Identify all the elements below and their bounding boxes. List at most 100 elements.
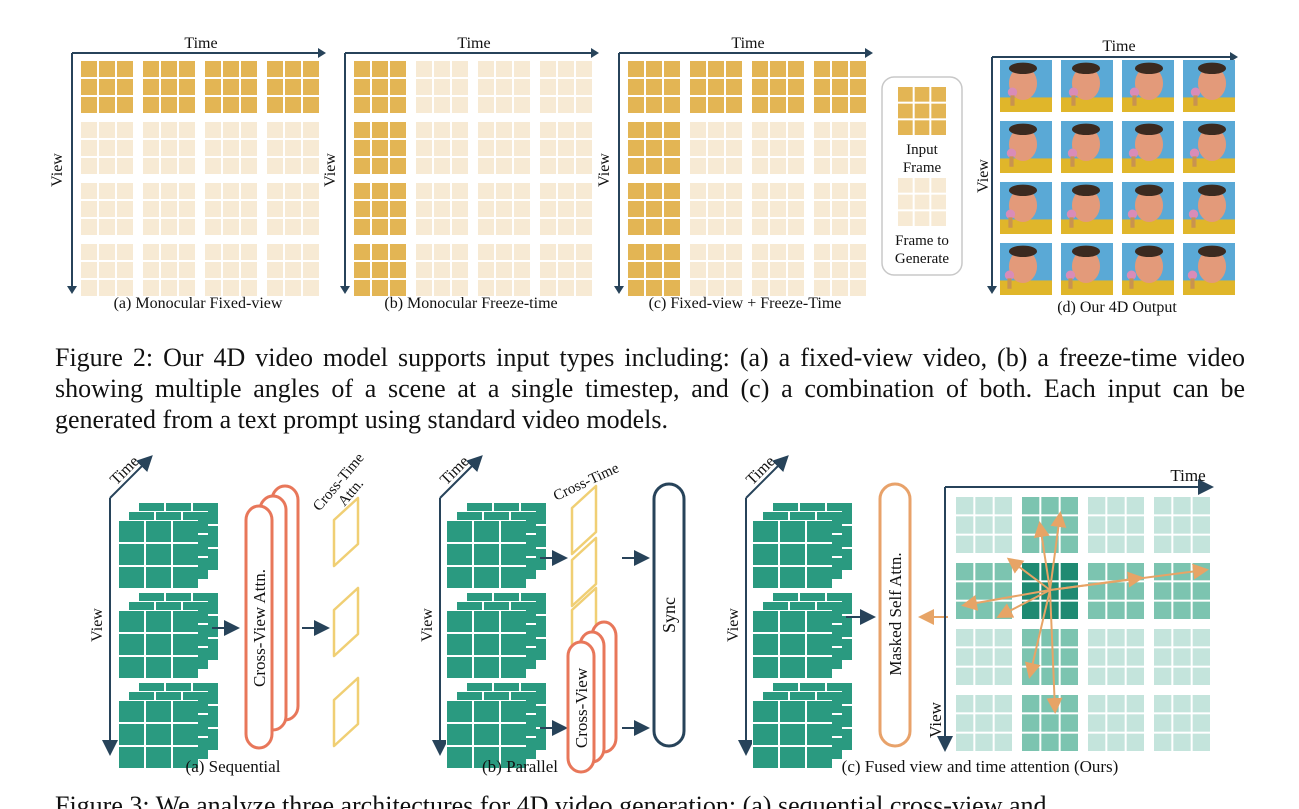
frame-cell bbox=[1192, 733, 1210, 751]
frame-cell bbox=[143, 97, 159, 113]
frame-cell bbox=[558, 122, 574, 138]
stack-cell bbox=[146, 701, 171, 722]
frame-stack bbox=[752, 682, 852, 768]
frame-cell bbox=[646, 244, 662, 260]
frame-cell bbox=[496, 158, 512, 174]
frame-block bbox=[354, 61, 406, 113]
frame-cell bbox=[1041, 497, 1059, 515]
frame-stack bbox=[446, 592, 546, 678]
frame-cell bbox=[994, 733, 1012, 751]
frame-cell bbox=[303, 61, 319, 77]
hair bbox=[1071, 123, 1101, 136]
frame-cell bbox=[143, 244, 159, 260]
frame-cell bbox=[708, 79, 724, 95]
frame-cell bbox=[540, 79, 556, 95]
stack-cell bbox=[800, 526, 825, 547]
frame-cell bbox=[117, 262, 133, 278]
frame-cell bbox=[1192, 629, 1210, 647]
frame-cell bbox=[770, 97, 786, 113]
frame-cell bbox=[814, 79, 830, 95]
frame-cell bbox=[81, 79, 97, 95]
stack-cell bbox=[780, 724, 805, 745]
stack-cell bbox=[447, 747, 472, 768]
stack-layer-bg bbox=[446, 700, 526, 768]
stack-layer-bg bbox=[446, 610, 526, 678]
frame-cell bbox=[267, 140, 283, 156]
frame-cell bbox=[81, 262, 97, 278]
frame-cell bbox=[1088, 733, 1106, 751]
frame-cell bbox=[814, 140, 830, 156]
frame-cell bbox=[514, 262, 530, 278]
frame-cell bbox=[179, 262, 195, 278]
frame-cell bbox=[850, 61, 866, 77]
frame-block bbox=[354, 122, 406, 174]
frame-cell bbox=[1060, 535, 1078, 553]
cone bbox=[1068, 278, 1073, 289]
cone bbox=[1191, 217, 1196, 228]
attention-block bbox=[1022, 695, 1078, 751]
frame-cell bbox=[975, 516, 993, 534]
frame-block bbox=[81, 61, 133, 113]
stack-cell bbox=[790, 738, 815, 759]
frame-cell bbox=[81, 61, 97, 77]
frame-cell bbox=[99, 262, 115, 278]
frame-block bbox=[143, 183, 195, 235]
frame-cell bbox=[708, 122, 724, 138]
frame-cell bbox=[788, 183, 804, 199]
stack-cell bbox=[790, 692, 815, 713]
frame-cell bbox=[1107, 733, 1125, 751]
stack-cell bbox=[827, 593, 852, 614]
stack-cell bbox=[800, 706, 825, 727]
stack-cell bbox=[156, 692, 181, 713]
cross-time-label: Cross-TimeAttn. bbox=[310, 450, 380, 525]
frame-cell bbox=[205, 158, 221, 174]
stack-cell bbox=[780, 657, 805, 678]
stack-cell bbox=[807, 657, 832, 678]
stack-cell bbox=[494, 706, 519, 727]
cross-view-layer-back bbox=[590, 620, 618, 754]
frame-cell bbox=[478, 201, 494, 217]
frame-cell bbox=[496, 79, 512, 95]
stack-cell bbox=[183, 625, 208, 646]
frame-cell bbox=[576, 201, 592, 217]
stack-cell bbox=[447, 611, 472, 632]
stack-cell bbox=[129, 648, 154, 669]
frame-cell bbox=[540, 280, 556, 296]
cross-time-frame bbox=[570, 484, 598, 556]
frame-cell bbox=[179, 97, 195, 113]
output-frame bbox=[1122, 182, 1174, 234]
frame-cell bbox=[914, 194, 930, 210]
stack-cell bbox=[827, 729, 852, 750]
time-arrowhead bbox=[1230, 52, 1238, 62]
frame-cell bbox=[223, 158, 239, 174]
frame-cell bbox=[81, 140, 97, 156]
stack-cell bbox=[807, 611, 832, 632]
frame-cell bbox=[1154, 563, 1172, 581]
frame-cell bbox=[179, 183, 195, 199]
frame-cell bbox=[303, 97, 319, 113]
frame-cell bbox=[1088, 648, 1106, 666]
stack-cell bbox=[173, 567, 198, 588]
stack-cell bbox=[790, 535, 815, 556]
output-frame bbox=[1000, 243, 1052, 295]
frame-cell bbox=[1154, 714, 1172, 732]
attention-block bbox=[1022, 629, 1078, 685]
stack-cell bbox=[139, 706, 164, 727]
frame-cell bbox=[726, 122, 742, 138]
hair bbox=[1071, 62, 1101, 75]
ice-cream bbox=[1128, 148, 1139, 158]
view-label: View bbox=[322, 153, 339, 187]
frame-cell bbox=[850, 201, 866, 217]
stack-cell bbox=[521, 593, 546, 614]
frame-cell bbox=[416, 79, 432, 95]
panel-caption: (c) Fused view and time attention (Ours) bbox=[842, 757, 1119, 776]
frame-cell bbox=[1060, 497, 1078, 515]
stack-cell bbox=[753, 724, 778, 745]
attention-block bbox=[1088, 695, 1144, 751]
frame-cell bbox=[850, 79, 866, 95]
frame-cell bbox=[267, 61, 283, 77]
frame-cell bbox=[558, 79, 574, 95]
frame-block bbox=[143, 61, 195, 113]
stack-cell bbox=[790, 602, 815, 623]
stack-layer-bg bbox=[118, 610, 198, 678]
